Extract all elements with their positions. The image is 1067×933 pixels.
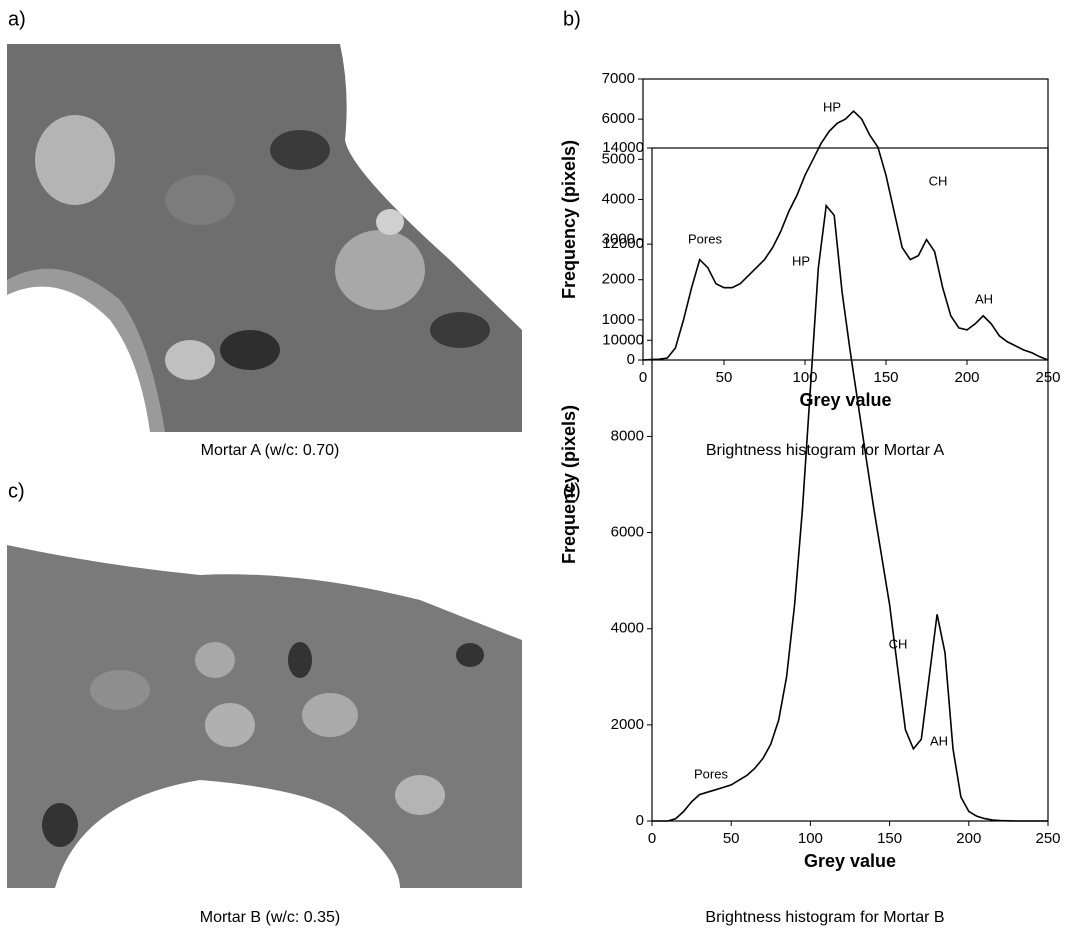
y-tick-label: 6000 bbox=[602, 110, 635, 127]
annotation: Pores bbox=[688, 231, 722, 246]
annotation: AH bbox=[930, 733, 948, 748]
y-tick-label: 3000 bbox=[602, 231, 635, 248]
y-axis-title: Frequency (pixels) bbox=[559, 140, 579, 299]
caption: Brightness histogram for Mortar A bbox=[706, 442, 945, 459]
x-tick-label: 50 bbox=[716, 369, 733, 386]
annotation: HP bbox=[792, 253, 810, 268]
x-tick-label: 200 bbox=[956, 830, 981, 847]
y-tick-label: 0 bbox=[636, 812, 644, 829]
annotation: AH bbox=[975, 291, 993, 306]
annotation: Pores bbox=[694, 766, 728, 781]
y-tick-label: 7000 bbox=[602, 70, 635, 87]
micrograph-c bbox=[7, 512, 522, 888]
x-tick-label: 100 bbox=[792, 369, 817, 386]
y-tick-label: 2000 bbox=[602, 271, 635, 288]
x-tick-label: 0 bbox=[648, 830, 656, 847]
x-axis-title: Grey value bbox=[804, 851, 896, 871]
y-tick-label: 6000 bbox=[611, 524, 644, 541]
y-tick-label: 2000 bbox=[611, 716, 644, 733]
panel-label: c) bbox=[8, 480, 25, 502]
y-tick-label: 12000 bbox=[602, 235, 644, 252]
y-tick-label: 8000 bbox=[611, 427, 644, 444]
caption: Mortar A (w/c: 0.70) bbox=[201, 442, 340, 459]
panel-label: b) bbox=[563, 8, 581, 30]
caption: Mortar B (w/c: 0.35) bbox=[200, 909, 340, 926]
y-axis-title: Frequency (pixels) bbox=[559, 405, 579, 564]
x-axis-title: Grey value bbox=[799, 390, 891, 410]
histogram-line bbox=[652, 203, 1048, 822]
y-tick-label: 1000 bbox=[602, 311, 635, 328]
y-tick-label: 10000 bbox=[602, 331, 644, 348]
y-tick-label: 4000 bbox=[602, 190, 635, 207]
y-tick-label: 0 bbox=[627, 351, 635, 368]
y-tick-label: 4000 bbox=[611, 620, 644, 637]
x-tick-label: 50 bbox=[723, 830, 740, 847]
micrograph-a bbox=[7, 44, 522, 432]
annotation: CH bbox=[929, 173, 948, 188]
histogram-line bbox=[642, 109, 1049, 361]
y-tick-label: 5000 bbox=[602, 150, 635, 167]
caption: Brightness histogram for Mortar B bbox=[705, 909, 944, 926]
x-tick-label: 200 bbox=[954, 369, 979, 386]
y-tick-label: 14000 bbox=[602, 139, 644, 156]
x-tick-label: 0 bbox=[639, 369, 647, 386]
x-tick-label: 250 bbox=[1035, 830, 1060, 847]
plot-frame bbox=[651, 147, 1049, 822]
panel-label: a) bbox=[8, 8, 26, 30]
annotation: HP bbox=[823, 99, 841, 114]
x-tick-label: 150 bbox=[877, 830, 902, 847]
annotation: CH bbox=[889, 636, 908, 651]
panel-label: d) bbox=[563, 480, 581, 502]
x-tick-label: 100 bbox=[798, 830, 823, 847]
x-tick-label: 150 bbox=[873, 369, 898, 386]
